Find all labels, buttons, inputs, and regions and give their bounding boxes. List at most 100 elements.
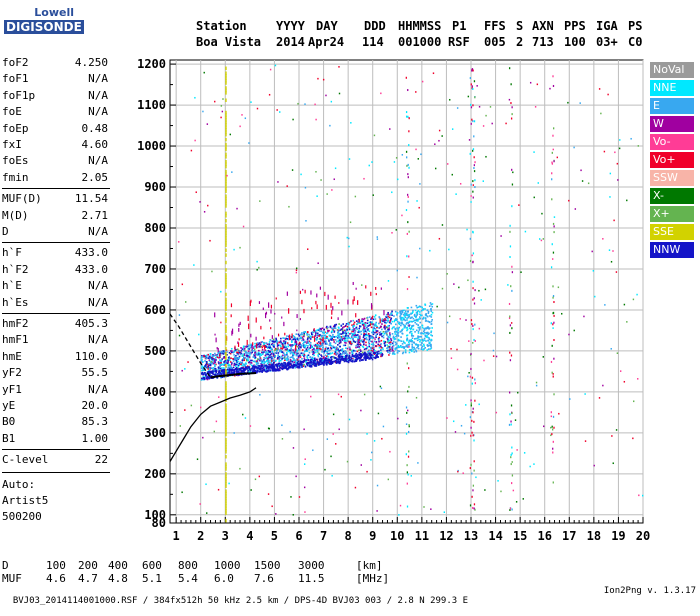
echo-point (394, 347, 397, 349)
echo-point (427, 348, 430, 350)
echo-point (298, 337, 301, 340)
legend-vo-entry: Vo- (650, 134, 694, 150)
param-label: foE (2, 105, 22, 119)
echo-point (567, 101, 569, 104)
echo-point (371, 315, 374, 318)
echo-point (269, 68, 272, 71)
echo-point (319, 337, 321, 340)
echo-point (206, 376, 209, 379)
echo-point (427, 327, 430, 329)
echo-point (396, 314, 398, 316)
echo-point (418, 338, 421, 341)
echo-point (303, 345, 306, 348)
echo-point (368, 338, 371, 341)
echo-point (204, 360, 206, 362)
echo-point (225, 241, 227, 245)
echo-point (281, 368, 284, 371)
echo-point (338, 332, 341, 335)
echo-point (329, 352, 332, 355)
echo-point (363, 353, 365, 356)
echo-point (268, 354, 271, 357)
echo-point (412, 309, 414, 312)
echo-point (366, 319, 369, 322)
echo-point (321, 351, 323, 353)
echo-point (347, 361, 350, 364)
echo-point (287, 343, 290, 346)
echo-point (204, 364, 207, 366)
echo-point (272, 363, 274, 366)
echo-point (205, 376, 208, 378)
echo-point (230, 350, 232, 352)
echo-point (331, 189, 333, 191)
echo-point (418, 327, 420, 329)
echo-point (535, 384, 538, 387)
echo-point (208, 377, 211, 380)
echo-point (325, 304, 327, 310)
echo-point (411, 337, 414, 340)
echo-point (393, 338, 396, 341)
echo-point (248, 354, 251, 357)
echo-point (307, 337, 309, 340)
echo-point (228, 368, 231, 370)
echo-point (412, 348, 415, 351)
echo-point (415, 148, 417, 151)
echo-point (472, 69, 474, 72)
echo-point (213, 360, 215, 363)
echo-point (225, 172, 227, 176)
echo-point (471, 323, 473, 326)
echo-point (381, 319, 383, 322)
echo-point (368, 356, 370, 359)
echo-point (391, 347, 394, 350)
echo-point (303, 359, 306, 361)
echo-point (385, 313, 388, 316)
echo-point (223, 362, 226, 364)
echo-point (225, 504, 227, 508)
echo-point (190, 149, 193, 152)
echo-point (362, 341, 364, 343)
echo-point (296, 366, 298, 368)
echo-point (262, 307, 264, 311)
echo-point (288, 350, 290, 353)
echo-point (326, 325, 328, 328)
echo-point (214, 100, 216, 103)
echo-point (325, 332, 328, 335)
echo-point (207, 376, 209, 379)
echo-point (181, 491, 183, 494)
echo-point (293, 363, 296, 366)
echo-point (289, 349, 291, 351)
echo-point (484, 288, 487, 291)
echo-point (412, 335, 415, 337)
echo-point (250, 362, 252, 364)
echo-point (289, 430, 291, 433)
echo-point (311, 349, 314, 351)
echo-point (264, 370, 267, 373)
echo-point (394, 328, 397, 331)
echo-point (338, 428, 340, 431)
echo-point (381, 437, 383, 440)
echo-point (508, 391, 511, 394)
echo-point (339, 362, 341, 364)
x-tick-label: 12 (439, 529, 453, 543)
echo-point (324, 354, 327, 357)
echo-point (368, 353, 371, 356)
echo-point (237, 358, 240, 360)
echo-point (638, 494, 640, 497)
echo-point (408, 348, 411, 351)
echo-point (273, 341, 275, 343)
echo-point (535, 381, 538, 384)
param-label: fxI (2, 138, 22, 151)
echo-point (255, 343, 258, 349)
echo-point (333, 330, 336, 332)
echo-point (421, 332, 423, 334)
echo-point (232, 372, 235, 375)
echo-point (208, 373, 211, 375)
echo-point (380, 351, 382, 354)
echo-point (511, 412, 513, 415)
echo-point (330, 347, 333, 350)
echo-point (380, 387, 383, 390)
legend-x-entry: X+ (650, 206, 694, 222)
echo-point (230, 363, 233, 366)
echo-point (300, 363, 303, 365)
echo-point (344, 335, 347, 337)
param-row: hmF2 405.3 (2, 317, 108, 333)
